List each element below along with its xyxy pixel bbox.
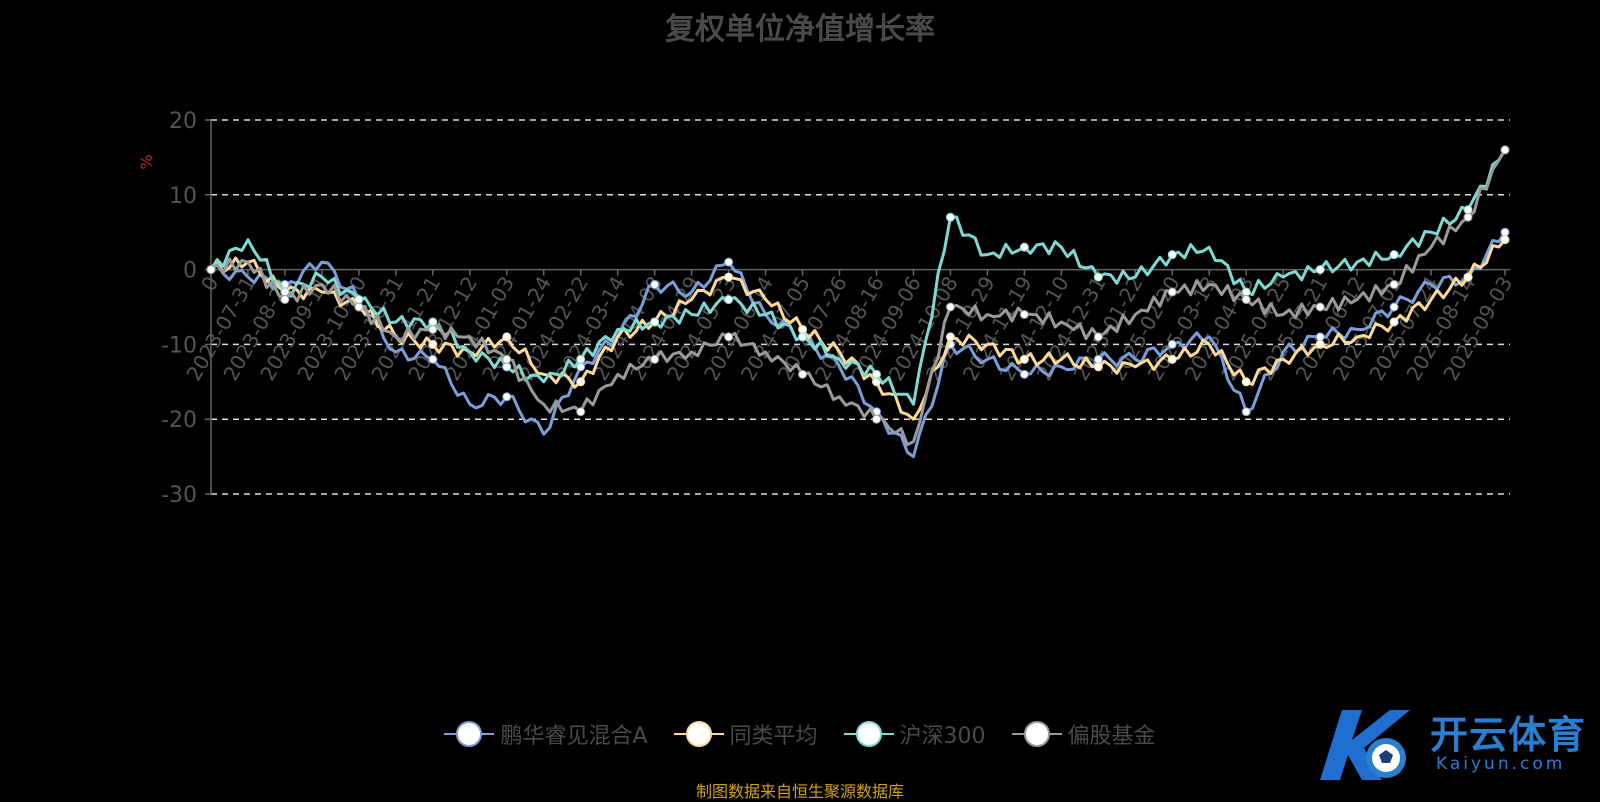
series-point xyxy=(1500,235,1510,245)
y-tick-label: -10 xyxy=(161,333,197,358)
series-point xyxy=(502,392,512,402)
series-point xyxy=(1241,377,1251,387)
legend-label: 偏股基金 xyxy=(1067,724,1156,749)
series-point xyxy=(945,302,955,312)
series-point xyxy=(428,317,438,327)
series-point xyxy=(724,332,734,342)
series-point xyxy=(1463,212,1473,222)
series-point xyxy=(650,317,660,327)
x-tick-label: 0 xyxy=(196,272,223,295)
chart-title: 复权单位净值增长率 xyxy=(665,12,935,47)
legend-label: 沪深300 xyxy=(899,724,986,749)
y-tick-label: 10 xyxy=(169,184,197,209)
series-point xyxy=(1241,407,1251,417)
series-point xyxy=(280,295,290,305)
legend-item[interactable]: 偏股基金 xyxy=(1011,718,1156,750)
legend-symbol xyxy=(1011,721,1062,747)
y-tick-label: 20 xyxy=(169,109,197,134)
series-point xyxy=(428,324,438,334)
series-point xyxy=(1019,369,1029,379)
series-point xyxy=(871,414,881,424)
series-point xyxy=(1167,339,1177,349)
series-point xyxy=(1315,302,1325,312)
logo-text: 开云体育 xyxy=(1430,713,1587,757)
logo-domain: Kaiyun.com xyxy=(1436,754,1566,774)
series-point xyxy=(576,354,586,364)
grid-lines xyxy=(211,119,1510,495)
series-point xyxy=(945,212,955,222)
series-point xyxy=(724,272,734,282)
series-point xyxy=(724,257,734,267)
y-axis-label: % xyxy=(137,154,156,169)
series-line-2 xyxy=(209,149,1507,406)
legend-symbol xyxy=(843,721,894,747)
data-source-note: 制图数据来自恒生聚源数据库 xyxy=(695,782,904,801)
y-tick-labels: -30 -20 -10 0 10 20 xyxy=(161,109,197,508)
series-point xyxy=(724,295,734,305)
series-point xyxy=(1389,317,1399,327)
series-point xyxy=(1167,354,1177,364)
series-point xyxy=(1500,145,1510,155)
series-point xyxy=(1389,302,1399,312)
series-point xyxy=(1389,280,1399,290)
series-point xyxy=(1500,227,1510,237)
series-point xyxy=(1315,332,1325,342)
series-line-0 xyxy=(210,231,1507,459)
series-point xyxy=(1093,272,1103,282)
legend-item[interactable]: 同类平均 xyxy=(673,718,818,750)
y-tick-label: 0 xyxy=(183,259,197,284)
legend-item[interactable]: 沪深300 xyxy=(843,718,986,750)
series-point xyxy=(1463,205,1473,215)
series-line-3 xyxy=(210,149,1507,447)
series-point xyxy=(502,354,512,364)
series-point xyxy=(576,407,586,417)
legend-symbol xyxy=(444,721,495,747)
legend-label: 同类平均 xyxy=(729,724,818,749)
series-point xyxy=(1093,332,1103,342)
series-point xyxy=(798,369,808,379)
legend: 鹏华睿见混合A 同类平均 沪深300 偏股基金 xyxy=(0,718,1600,750)
series-point xyxy=(354,302,364,312)
series-point xyxy=(1167,287,1177,297)
legend-item[interactable]: 鹏华睿见混合A xyxy=(444,718,648,750)
series-point xyxy=(1241,295,1251,305)
series-point xyxy=(650,354,660,364)
series-point xyxy=(576,377,586,387)
series-point xyxy=(502,362,512,372)
brand-logo: 开云体育 Kaiyun.com xyxy=(1312,700,1592,790)
series-point xyxy=(206,265,216,275)
series-point xyxy=(354,295,364,305)
series-point xyxy=(1463,272,1473,282)
series-point xyxy=(945,332,955,342)
series-point xyxy=(1093,354,1103,364)
series-point xyxy=(1019,242,1029,252)
series-point xyxy=(1389,250,1399,260)
series-point xyxy=(1019,309,1029,319)
legend-label: 鹏华睿见混合A xyxy=(500,724,648,749)
legend-symbol xyxy=(673,721,724,747)
y-tick-label: -20 xyxy=(161,408,197,433)
series-point xyxy=(1315,339,1325,349)
y-tick-label: -30 xyxy=(161,483,197,508)
series-point xyxy=(798,324,808,334)
series-point xyxy=(1315,265,1325,275)
series-point xyxy=(871,369,881,379)
series-point xyxy=(428,354,438,364)
series-point xyxy=(1167,250,1177,260)
series-lines xyxy=(206,145,1510,459)
series-point xyxy=(650,280,660,290)
series-point xyxy=(798,332,808,342)
series-point xyxy=(502,332,512,342)
series-point xyxy=(428,339,438,349)
series-point xyxy=(1093,362,1103,372)
series-point xyxy=(1019,354,1029,364)
logo-ball-icon xyxy=(1320,710,1410,780)
